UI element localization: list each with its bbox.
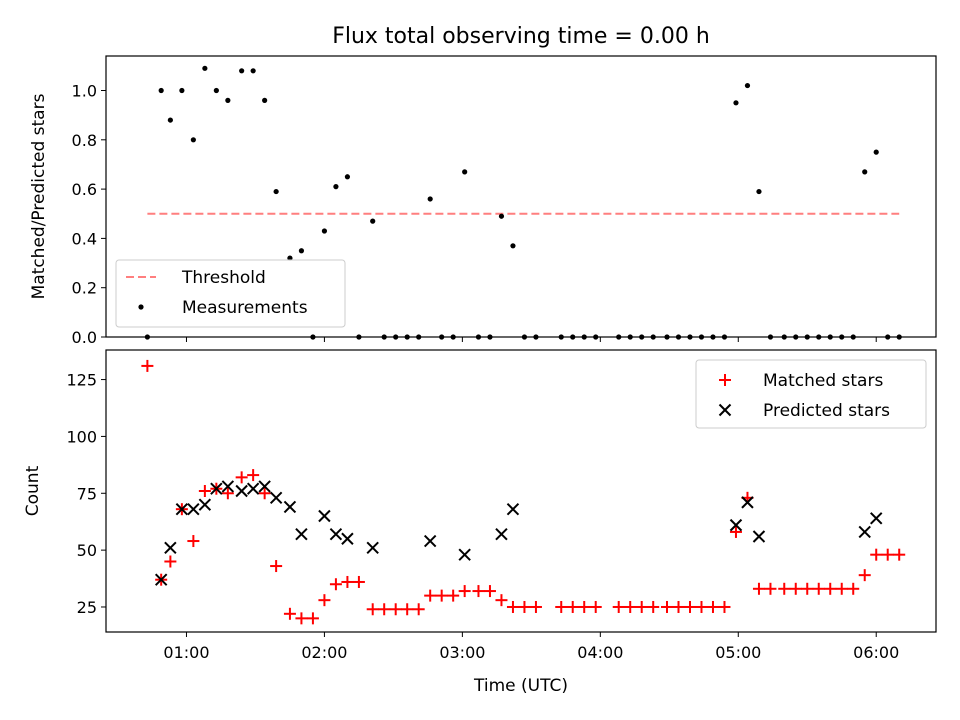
measurement-point: [202, 65, 208, 71]
ratio-y-tick-label: 1.0: [72, 82, 97, 101]
measurement-point: [213, 87, 219, 94]
matched-stars-legend-label: Matched stars: [763, 371, 883, 391]
predicted-star-marker-b: [283, 500, 297, 514]
count-legend-box: [695, 359, 927, 429]
predicted-star-marker-b: [175, 502, 189, 516]
predicted-star-marker-b: [235, 484, 248, 498]
count-y-tick-label: 75: [77, 484, 97, 503]
count-panel: 25 50 75 100 125 01:00 02:00 03:00 04:00 05:00 06:…: [23, 349, 937, 696]
ratio-y-tick-label: 0.0: [72, 328, 97, 347]
measurement-point: [344, 174, 351, 180]
predicted-star-marker-b: [210, 482, 223, 495]
count-y-axis-label: Count: [23, 465, 43, 516]
measurement-point: [370, 218, 376, 224]
predicted-star-marker-b: [423, 534, 437, 548]
x-tick-label: 01:00: [163, 643, 209, 662]
x-tick-label: 04:00: [577, 643, 623, 662]
chart-title: Flux total observing time = 0.00 h: [332, 24, 710, 49]
count-y-tick-label: 100: [66, 427, 97, 446]
measurement-point: [510, 243, 516, 249]
ratio-legend: Threshold Measurements: [115, 259, 346, 328]
ratio-y-tick-label: 0.8: [72, 131, 97, 150]
measurement-point: [873, 149, 879, 155]
measurement-point: [179, 87, 185, 94]
predicted-star-marker-b: [246, 482, 260, 495]
measurement-point: [225, 97, 231, 103]
predicted-star-marker-b: [729, 518, 743, 532]
predicted-stars-legend-marker-b: [718, 403, 732, 417]
measurement-point: [190, 137, 196, 143]
measurement-point: [298, 248, 305, 254]
threshold-legend-label: Threshold: [181, 268, 266, 288]
predicted-star-marker-b: [341, 532, 354, 545]
measurements-legend-label: Measurements: [182, 298, 308, 318]
predicted-stars-legend-label: Predicted stars: [763, 401, 890, 421]
predicted-star-marker-b: [164, 541, 177, 555]
predicted-star-marker-b: [258, 480, 271, 493]
ratio-plot-area: 0.0 0.2 0.4 0.6 0.8 1.0: [72, 65, 902, 347]
measurement-point: [862, 169, 868, 175]
ratio-y-tick-label: 0.2: [72, 279, 97, 298]
predicted-star-marker-b: [329, 528, 343, 541]
predicted-star-marker-b: [870, 512, 883, 525]
count-legend: Matched stars Predicted stars: [695, 359, 927, 429]
ratio-y-tick-label: 0.4: [72, 229, 97, 248]
predicted-star-marker-b: [154, 573, 168, 586]
predicted-star-marker-b: [221, 480, 235, 493]
measurement-point: [287, 255, 293, 261]
count-y-tick-label: 125: [66, 371, 97, 390]
measurement-point: [462, 169, 468, 175]
predicted-star-marker-b: [295, 528, 308, 541]
predicted-star-marker-b: [752, 530, 766, 543]
measurement-point: [262, 97, 268, 103]
predicted-star-marker-b: [187, 502, 200, 516]
predicted-star-marker-b: [198, 498, 212, 511]
measurement-point: [733, 100, 739, 106]
measurement-point: [333, 184, 339, 190]
measurement-point: [498, 213, 505, 219]
predicted-star-marker-b: [366, 541, 379, 555]
predicted-star-marker-b: [495, 528, 508, 541]
predicted-star-marker-b: [269, 491, 283, 505]
predicted-star-marker-b: [741, 496, 754, 509]
predicted-star-marker-b: [506, 502, 520, 516]
ratio-axes-frame: [105, 55, 937, 338]
predicted-star-marker-b: [858, 525, 871, 539]
count-y-tick-label: 25: [77, 598, 97, 617]
x-tick-label: 02:00: [301, 643, 347, 662]
x-axis-label: Time (UTC): [473, 676, 568, 696]
count-y-tick-label: 50: [77, 541, 97, 560]
ratio-y-axis-label: Matched/Predicted stars: [29, 93, 49, 299]
ratio-y-tick-label: 0.6: [72, 180, 97, 199]
measurement-point: [756, 188, 762, 195]
measurement-point: [427, 196, 433, 202]
measurement-point: [250, 68, 256, 74]
predicted-star-marker-b: [458, 548, 471, 561]
measurements-legend-swatch: [138, 304, 144, 310]
predicted-stars-legend-swatch: [718, 403, 732, 417]
x-tick-label: 05:00: [715, 643, 761, 662]
ratio-legend-box: [115, 259, 346, 328]
count-axes-frame: [105, 349, 937, 633]
measurement-point: [321, 228, 328, 234]
predicted-star-marker-b: [318, 509, 331, 523]
count-plot-area: 25 50 75 100 125 01:00 02:00 03:00 04:00 05:00 06:…: [66, 359, 906, 662]
x-tick-label: 03:00: [439, 643, 485, 662]
measurement-point: [273, 188, 279, 195]
measurement-point: [744, 82, 751, 89]
measurement-point: [158, 87, 164, 94]
measurement-point: [239, 68, 245, 74]
ratio-panel: 0.0 0.2 0.4 0.6 0.8 1.0 Matched/Predicted sta…: [29, 55, 937, 347]
measurement-point: [167, 117, 173, 123]
matched-stars-legend-swatch: [719, 374, 731, 386]
x-tick-label: 06:00: [853, 643, 899, 662]
